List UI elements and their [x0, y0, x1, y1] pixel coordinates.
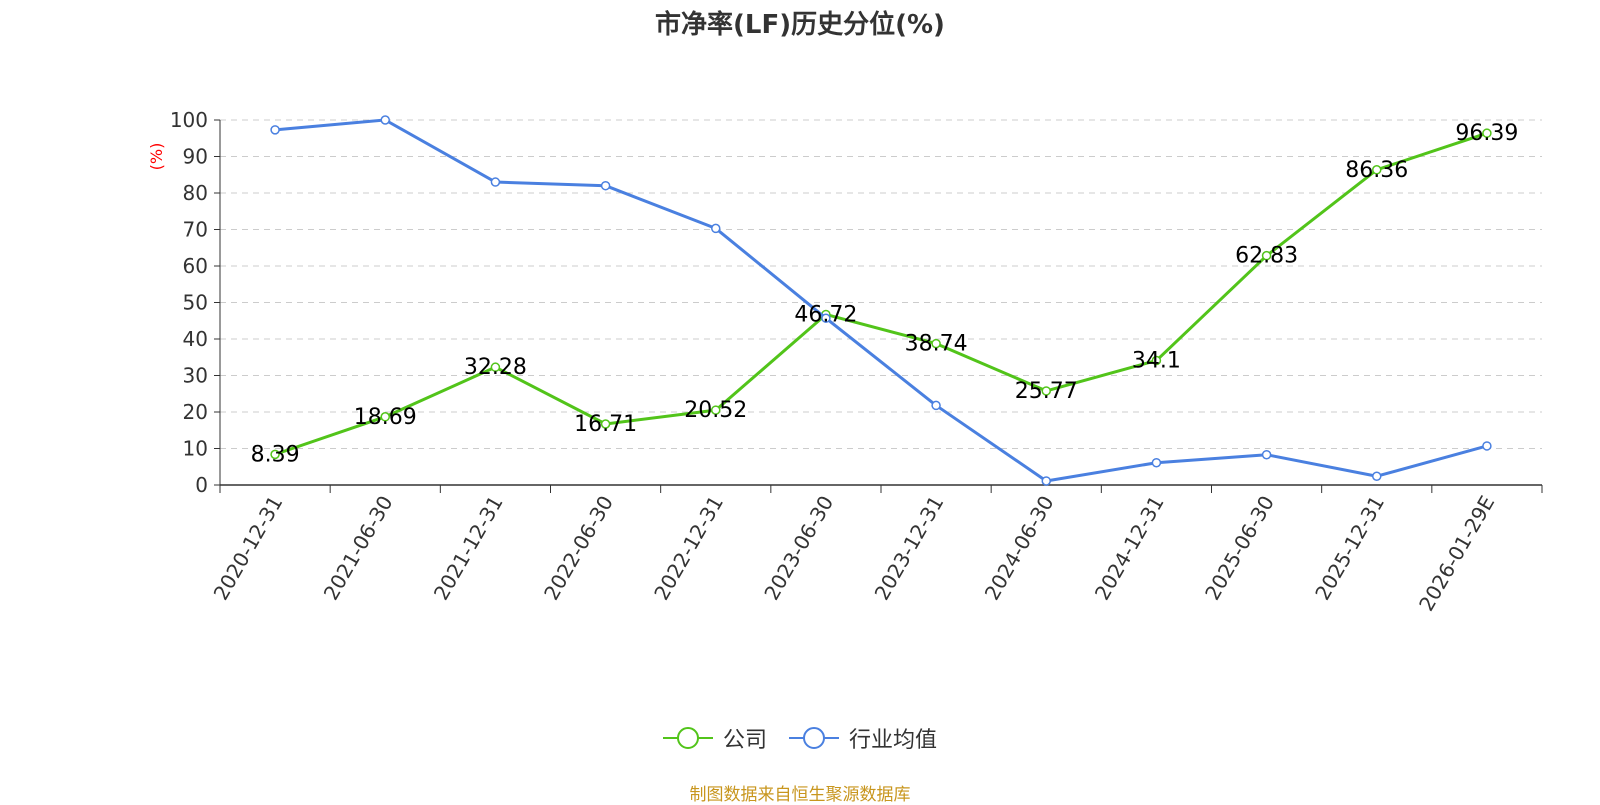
- data-label: 18.69: [354, 405, 417, 430]
- x-tick-label: 2023-06-30: [759, 492, 838, 605]
- data-label: 96.39: [1455, 121, 1518, 146]
- legend: 公司 行业均值: [0, 722, 1600, 754]
- x-tick-label: 2026-01-29E: [1414, 492, 1499, 616]
- data-point[interactable]: [1041, 476, 1051, 486]
- legend-label-company: 公司: [722, 728, 767, 753]
- data-point[interactable]: [1261, 449, 1272, 460]
- data-point[interactable]: [1151, 355, 1162, 366]
- data-point[interactable]: [600, 419, 611, 429]
- data-label: 38.74: [905, 332, 968, 357]
- x-tick-label: 2025-12-31: [1310, 492, 1389, 605]
- data-point[interactable]: [490, 177, 501, 187]
- data-point[interactable]: [1482, 128, 1492, 138]
- legend-line-circle-icon: [662, 727, 713, 749]
- data-label: 62.83: [1235, 244, 1298, 269]
- data-point[interactable]: [711, 405, 721, 415]
- legend-label-industry: 行业均值: [849, 728, 938, 753]
- data-label: 16.71: [574, 412, 637, 437]
- series-line-0: [274, 131, 1488, 456]
- legend-line-circle-icon: [789, 727, 839, 749]
- data-label: 34.1: [1132, 349, 1181, 374]
- data-point[interactable]: [380, 412, 390, 422]
- data-label: 86.36: [1345, 158, 1408, 183]
- data-label: 25.77: [1015, 379, 1078, 404]
- x-tick-label: 2020-12-31: [209, 492, 288, 605]
- data-label: 8.39: [251, 442, 300, 467]
- data-point[interactable]: [931, 338, 941, 349]
- y-tick-label: 40: [183, 327, 208, 351]
- data-point[interactable]: [1372, 471, 1382, 481]
- data-point[interactable]: [1261, 250, 1272, 261]
- data-point[interactable]: [1041, 386, 1051, 396]
- y-tick-label: 30: [183, 364, 208, 388]
- data-label: 20.52: [684, 398, 747, 423]
- data-label: 32.28: [464, 355, 527, 380]
- y-tick-label: 0: [195, 473, 208, 497]
- data-point[interactable]: [1151, 457, 1162, 468]
- axes: 0 10 20 30 40 50 60 70 80 90 100(%) 2020-12-31 2021-…: [147, 108, 1543, 616]
- data-point[interactable]: [270, 449, 280, 460]
- data-point[interactable]: [490, 362, 501, 372]
- x-tick-label: 2022-06-30: [539, 492, 618, 605]
- x-tick-label: 2024-06-30: [980, 492, 1059, 605]
- data-point[interactable]: [711, 223, 721, 234]
- y-tick-label: 70: [183, 218, 208, 242]
- y-tick-label: 60: [183, 254, 208, 278]
- data-point[interactable]: [1372, 165, 1382, 175]
- data-label: 46.72: [794, 302, 857, 327]
- data-point[interactable]: [600, 180, 611, 191]
- legend-item-company[interactable]: 公司: [662, 722, 767, 754]
- x-tick-label: 2021-06-30: [319, 492, 398, 605]
- y-tick-label: 100: [170, 108, 208, 132]
- source-note: 制图数据来自恒生聚源数据库: [689, 785, 911, 805]
- data-labels: 8.39 18.69 32.28 16.71 20.52 46.72 38.74 25.77 3…: [251, 121, 1519, 467]
- data-point[interactable]: [821, 313, 831, 323]
- series-lines: [270, 115, 1492, 486]
- data-point[interactable]: [380, 115, 390, 125]
- y-tick-label: 20: [183, 400, 208, 424]
- legend-item-industry[interactable]: 行业均值: [789, 722, 937, 754]
- x-tick-label: 2022-12-31: [649, 492, 728, 605]
- data-point[interactable]: [931, 400, 941, 411]
- x-tick-label: 2024-12-31: [1090, 492, 1169, 605]
- x-tick-label: 2023-12-31: [870, 492, 949, 605]
- x-tick-label: 2021-12-31: [429, 492, 508, 605]
- grid-lines: [220, 119, 1542, 449]
- y-tick-label: 90: [183, 145, 208, 169]
- y-tick-label: 10: [183, 437, 208, 461]
- series-line-1: [274, 118, 1488, 483]
- y-axis-title: (%): [147, 143, 166, 171]
- x-tick-label: 2025-06-30: [1200, 492, 1279, 605]
- y-tick-label: 80: [183, 181, 208, 205]
- y-tick-label: 50: [183, 291, 208, 315]
- data-point[interactable]: [1482, 441, 1492, 451]
- data-point[interactable]: [270, 125, 280, 135]
- chart-title: 市净率(LF)历史分位(%): [655, 10, 945, 40]
